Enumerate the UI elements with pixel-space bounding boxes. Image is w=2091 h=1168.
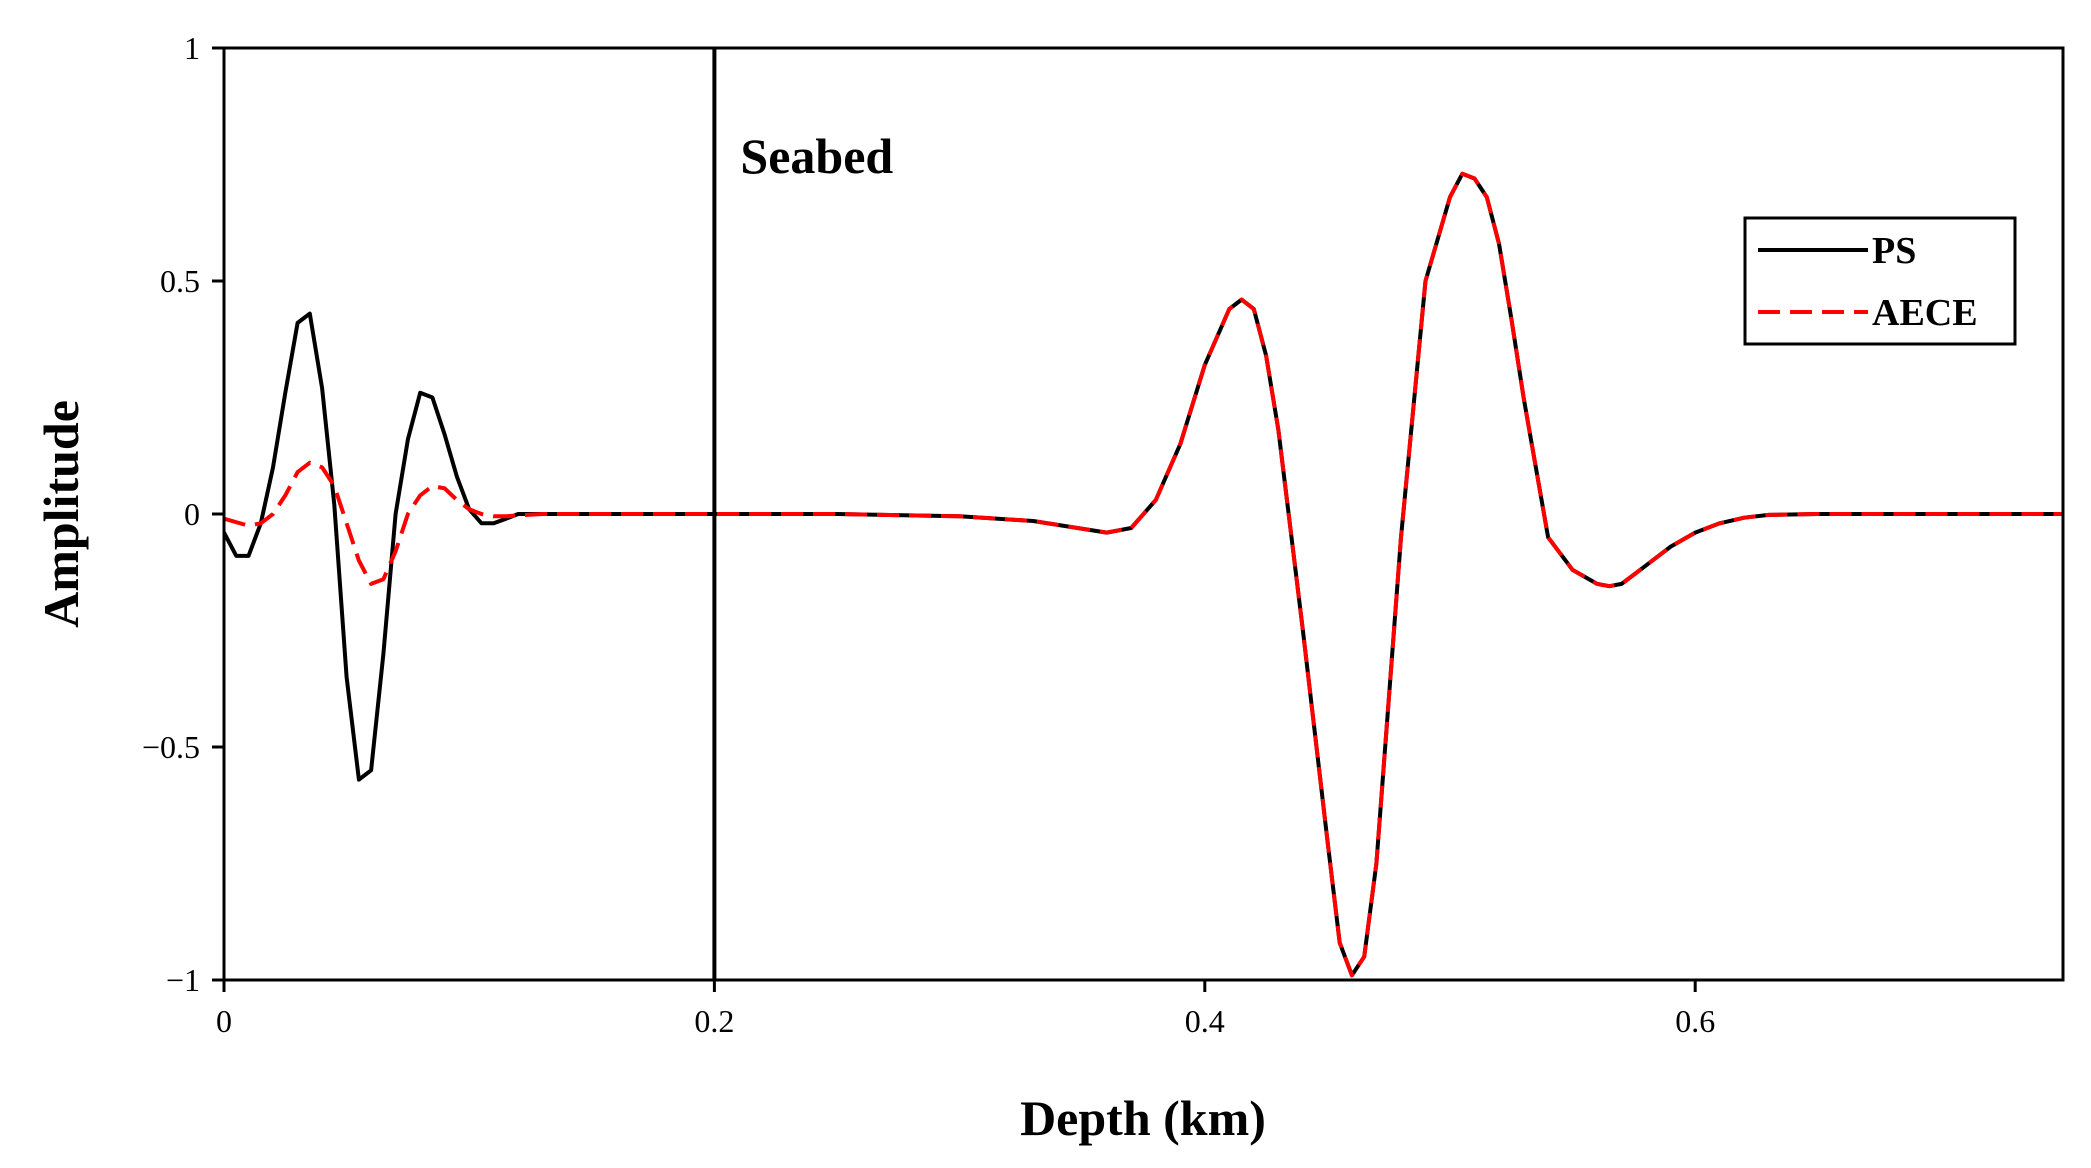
y-tick-label: 1 xyxy=(184,30,200,66)
legend-label-aece: AECE xyxy=(1872,292,1978,334)
seabed-annotation: Seabed xyxy=(740,128,893,184)
x-tick-label: 0 xyxy=(216,1003,232,1039)
y-tick-label: −1 xyxy=(166,962,200,998)
y-tick-label: −0.5 xyxy=(142,729,200,765)
y-tick-label: 0 xyxy=(184,496,200,532)
x-tick-label: 0.4 xyxy=(1185,1003,1225,1039)
y-tick-label: 0.5 xyxy=(160,263,200,299)
y-axis-label: Amplitude xyxy=(33,400,89,628)
legend: PS AECE xyxy=(1743,216,2017,346)
axes-layer: 0 0.2 0.4 0.6 −1 −0.5 0 0.5 1 xyxy=(142,30,1715,1039)
legend-label-ps: PS xyxy=(1872,230,1916,272)
series-layer xyxy=(224,171,2063,978)
legend-box xyxy=(1743,216,2017,346)
series-line-aece xyxy=(224,171,2063,978)
x-tick-label: 0.2 xyxy=(694,1003,734,1039)
x-tick-label: 0.6 xyxy=(1675,1003,1715,1039)
x-axis-label: Depth (km) xyxy=(1020,1090,1266,1146)
